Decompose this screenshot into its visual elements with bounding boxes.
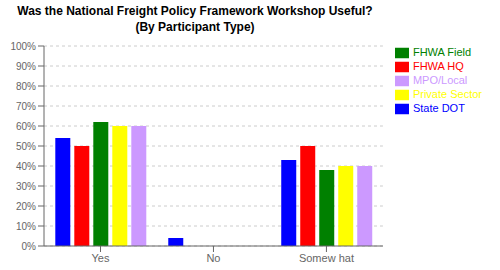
svg-text:90%: 90% <box>16 61 36 72</box>
html-text:State DOT: State DOT <box>412 102 465 115</box>
svg-text:Somew hat: Somew hat <box>299 252 354 264</box>
svg-text:0%: 0% <box>22 241 37 252</box>
html-text:MPO/Local: MPO/Local <box>412 74 468 87</box>
svg-text:70%: 70% <box>16 101 36 112</box>
svg-text:30%: 30% <box>16 181 36 192</box>
svg-text:20%: 20% <box>16 201 36 212</box>
svg-text:60%: 60% <box>16 121 36 132</box>
html-text:(By Participant Type): (By Participant Type) <box>135 20 255 34</box>
svg-text:100%: 100% <box>10 41 36 52</box>
svg-text:40%: 40% <box>16 161 36 172</box>
html-text:FHWA HQ: FHWA HQ <box>412 60 464 73</box>
html-text:FHWA Field: FHWA Field <box>412 46 472 58</box>
svg-text:10%: 10% <box>16 221 36 232</box>
svg-text:No: No <box>206 252 220 264</box>
svg-text:50%: 50% <box>16 141 36 152</box>
svg-text:80%: 80% <box>16 81 36 92</box>
svg-text:Yes: Yes <box>92 252 110 264</box>
html-text:Private Sector: Private Sector <box>412 88 482 101</box>
html-text:Was the National Freight Polic: Was the National Freight Policy Framewor… <box>17 4 373 18</box>
